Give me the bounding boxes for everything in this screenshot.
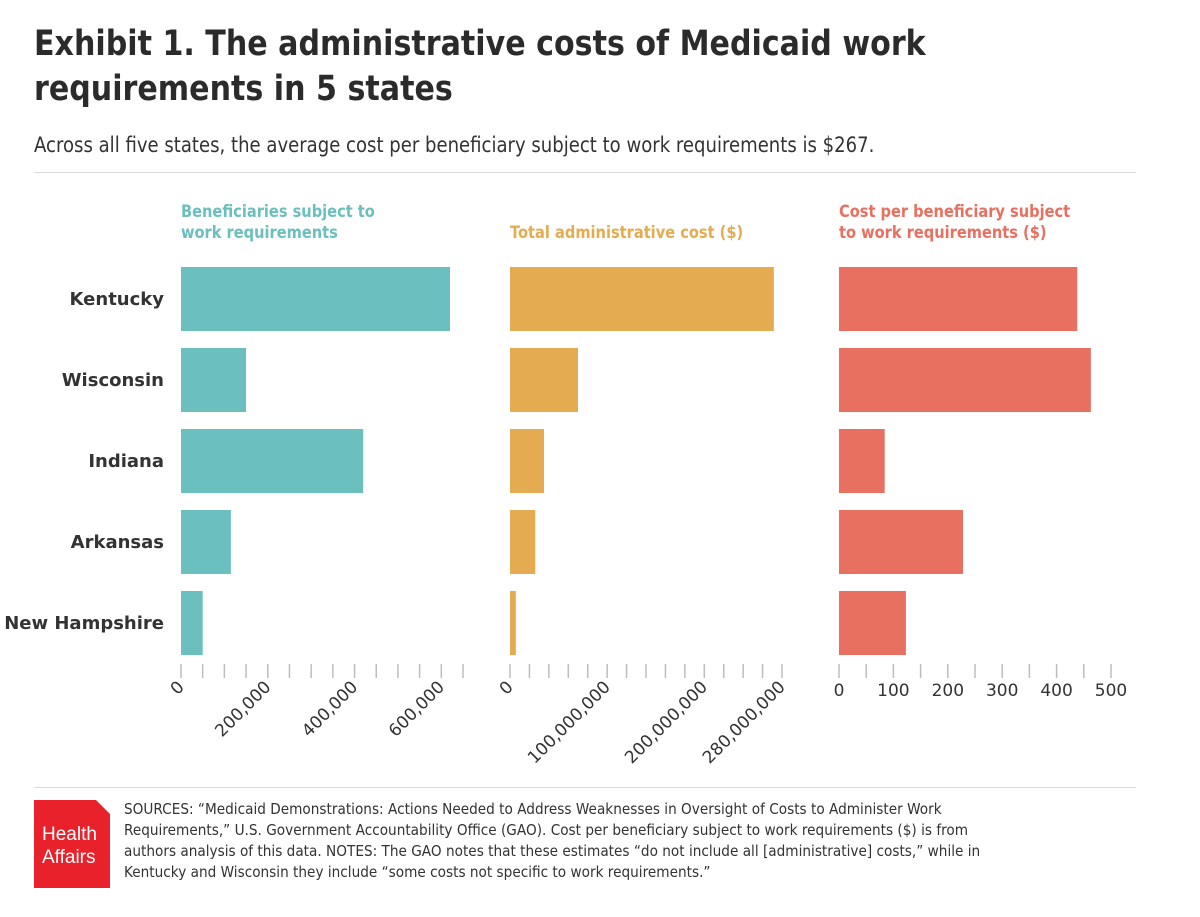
chart-2-bar-kentucky [510, 267, 774, 331]
chart-1-bar-kentucky [181, 267, 450, 331]
chart-2-title: Total administrative cost ($) [510, 222, 743, 242]
chart-2-bar-arkansas [510, 510, 536, 574]
chart-3-bar-arkansas [839, 510, 964, 574]
chart-1-bar-arkansas [181, 510, 231, 574]
chart-2-tick-label-0: 0 [496, 677, 518, 699]
state-label-new-hampshire: New Hampshire [4, 613, 164, 634]
exhibit-title: Exhibit 1. The administrative costs of M… [34, 24, 926, 109]
chart-2-bar-new-hampshire [510, 591, 516, 655]
exhibit-subtitle: Across all five states, the average cost… [34, 133, 875, 157]
logo-notch [96, 800, 110, 814]
chart-2-bar-wisconsin [510, 348, 578, 412]
state-label-wisconsin: Wisconsin [62, 370, 164, 391]
health-affairs-logo: Health Affairs [34, 800, 110, 888]
chart-3-title-line-2: to work requirements ($) [839, 222, 1047, 242]
chart-3-bar-new-hampshire [839, 591, 906, 655]
chart-2-title-line-1: Total administrative cost ($) [510, 222, 743, 242]
chart-3-bar-indiana [839, 429, 885, 493]
chart-3-tick-label-100: 100 [877, 681, 909, 701]
chart-2-bar-indiana [510, 429, 544, 493]
state-label-kentucky: Kentucky [70, 289, 165, 310]
chart-3-bar-kentucky [839, 267, 1078, 331]
chart-1-tick-label-400-000: 400,000 [298, 677, 362, 741]
chart-3-tick-label-500: 500 [1095, 681, 1127, 701]
bottom-divider [34, 787, 1136, 788]
chart-3-title: Cost per beneficiary subject to work requ… [839, 201, 1071, 242]
chart-3-tick-label-300: 300 [986, 681, 1018, 701]
bar-charts: Kentucky Wisconsin Indiana Arkansas New Hamp… [4, 201, 1127, 768]
chart-2-tick-label-280-000-000: 280,000,000 [699, 677, 790, 768]
chart-3-tick-label-200: 200 [932, 681, 964, 701]
chart-1-tick-label-0: 0 [167, 677, 189, 699]
logo-text-line-1: Health [42, 824, 97, 845]
chart-2-tick-label-100-000-000: 100,000,000 [524, 677, 615, 768]
top-divider [34, 172, 1136, 173]
chart-3-tick-label-400: 400 [1040, 681, 1072, 701]
sources-notes: SOURCES: “Medicaid Demonstrations: Actio… [124, 800, 981, 881]
logo-text-line-2: Affairs [42, 847, 96, 868]
chart-1-bar-indiana [181, 429, 364, 493]
state-label-indiana: Indiana [88, 451, 164, 472]
chart-1-bar-new-hampshire [181, 591, 203, 655]
chart-1-title-line-2: work requirements [181, 222, 338, 242]
chart-1-title-line-1: Beneficiaries subject to [181, 201, 375, 221]
chart-1-tick-label-200-000: 200,000 [211, 677, 275, 741]
chart-1-tick-label-600-000: 600,000 [385, 677, 449, 741]
chart-3-title-line-1: Cost per beneficiary subject [839, 201, 1071, 221]
chart-3-tick-label-0: 0 [834, 681, 845, 701]
state-label-arkansas: Arkansas [71, 532, 164, 553]
chart-1-title: Beneficiaries subject to work requirement… [181, 201, 375, 242]
chart-1-bar-wisconsin [181, 348, 247, 412]
chart-3-bar-wisconsin [839, 348, 1091, 412]
